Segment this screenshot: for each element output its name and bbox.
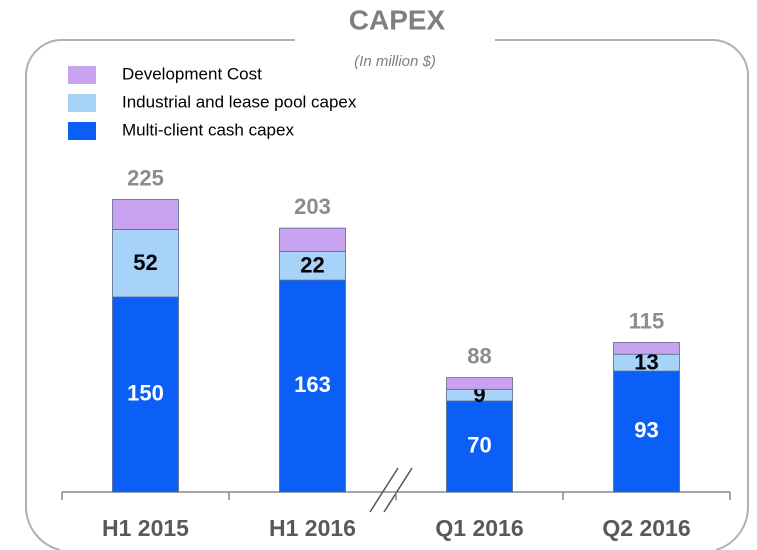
axis-break [383,467,413,513]
bar-segment [112,199,179,230]
value-label: 150 [127,380,164,405]
legend-swatch [68,94,96,112]
value-label: 93 [634,417,658,442]
x-tick-label: H1 2015 [102,515,189,541]
legend-swatch [68,122,96,140]
bar-segment [279,227,346,252]
chart-title: CAPEX [349,4,446,35]
value-label: 52 [133,250,157,275]
bar-segment [446,377,513,390]
x-tick-label: Q2 2016 [602,515,690,541]
total-label: 203 [294,194,331,219]
frame [495,39,749,550]
axis-break [369,467,399,513]
value-label: 22 [300,253,324,278]
value-label: 70 [467,432,491,457]
value-label: 163 [294,372,331,397]
bar-segment [613,342,680,355]
legend-label: Multi-client cash capex [122,120,294,139]
x-tick-label: H1 2016 [269,515,356,541]
legend-swatch [68,66,96,84]
legend-label: Industrial and lease pool capex [122,92,357,111]
total-label: 225 [127,165,164,190]
total-label: 88 [467,343,491,368]
bar-segment [112,228,179,298]
frame [24,39,295,550]
bar-segment [279,279,346,493]
bar-segment [613,370,680,493]
chart-subtitle: (In million $) [354,53,436,70]
bar-segment [112,296,179,493]
total-label: 115 [629,308,665,333]
x-tick-label: Q1 2016 [435,515,523,541]
legend-label: Development Cost [122,64,262,83]
bar-segment [446,400,513,493]
